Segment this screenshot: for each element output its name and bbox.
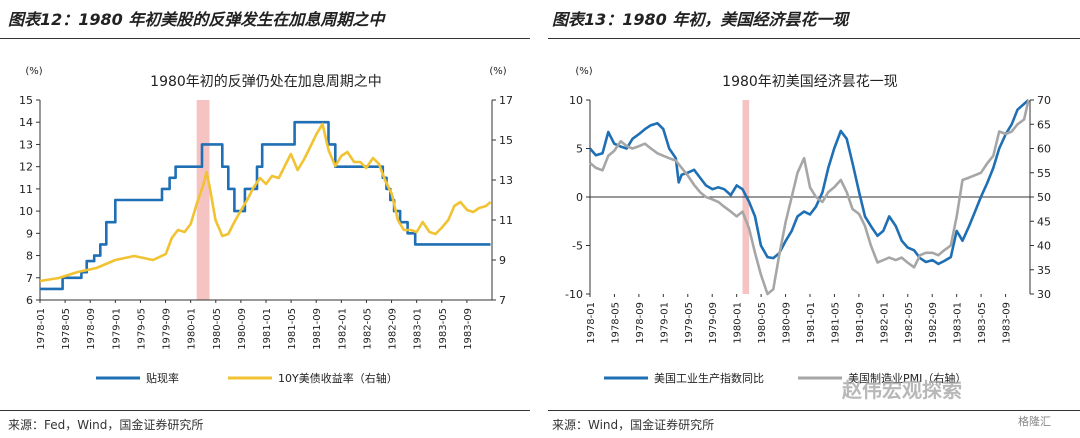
left-axis-unit: (%) xyxy=(575,66,592,77)
x-tick-label: 1979-05 xyxy=(136,308,147,350)
x-tick-label: 1983-05 xyxy=(977,302,988,344)
x-tick-label: 1978-09 xyxy=(635,302,646,344)
chart-panel-left: 1980年初的反弹仍处在加息周期之中 (%) (%) 6 7 8 9 10 11 12 13 14 15… xyxy=(0,52,530,408)
x-tick-label: 1981-09 xyxy=(312,308,323,350)
series-line-0 xyxy=(589,99,1030,266)
figure-13-heading: 图表13：1980 年初，美国经济昙花一现 xyxy=(552,10,849,29)
right-tick-label: 7 xyxy=(499,294,506,307)
x-tick-label: 1978-05 xyxy=(610,302,621,344)
left-tick-label: 12 xyxy=(19,161,33,174)
series-line-1 xyxy=(589,99,1030,296)
legend-label-0: 美国工业生产指数同比 xyxy=(654,371,764,385)
x-tick-label: 1979-01 xyxy=(111,308,122,350)
x-tick-label: 1980-05 xyxy=(757,302,768,344)
x-tick-label: 1978-01 xyxy=(36,308,47,350)
x-tick-label: 1983-01 xyxy=(413,308,424,350)
x-tick-label: 1983-09 xyxy=(1002,302,1013,344)
figure-12-source: 来源：Fed，Wind，国金证券研究所 xyxy=(8,418,204,432)
x-tick-label: 1982-05 xyxy=(362,308,373,350)
figure-12-heading-rule xyxy=(0,38,530,39)
right-tick-label: 50 xyxy=(1037,191,1051,204)
right-tick-label: 60 xyxy=(1037,143,1051,156)
figure-12-bottom-rule xyxy=(0,410,530,411)
left-tick-label: 9 xyxy=(26,227,33,240)
left-tick-label: -10 xyxy=(565,288,583,301)
left-tick-label: 7 xyxy=(26,272,33,285)
left-tick-label: 8 xyxy=(26,250,33,263)
x-tick-label: 1983-09 xyxy=(463,308,474,350)
x-tick-label: 1981-01 xyxy=(262,308,273,350)
right-axis-unit: (%) xyxy=(489,66,506,77)
x-tick-label: 1982-09 xyxy=(388,308,399,350)
figure-13-heading-rule xyxy=(548,38,1080,39)
chart-title: 1980年初美国经济昙花一现 xyxy=(722,73,898,90)
left-tick-label: 6 xyxy=(26,294,33,307)
right-tick-label: 45 xyxy=(1037,215,1051,228)
legend-label-1: 10Y美债收益率（右轴） xyxy=(278,371,398,385)
watermark-text: 赵伟宏观探索 xyxy=(842,378,962,402)
right-tick-label: 11 xyxy=(499,214,513,227)
x-tick-label: 1979-09 xyxy=(708,302,719,344)
figure-12-heading: 图表12：1980 年初美股的反弹发生在加息周期之中 xyxy=(8,10,385,29)
right-tick-label: 17 xyxy=(499,94,513,107)
right-tick-label: 65 xyxy=(1037,118,1051,131)
left-tick-label: 11 xyxy=(19,183,33,196)
right-tick-label: 15 xyxy=(499,134,513,147)
x-tick-label: 1979-01 xyxy=(659,302,670,344)
x-tick-label: 1978-05 xyxy=(61,308,72,350)
legend-label-1: 美国制造业PMI（右轴） xyxy=(848,371,966,385)
highlight-band xyxy=(196,100,210,300)
series-line-1 xyxy=(39,122,492,283)
figure-13-bottom-rule xyxy=(548,410,1080,411)
left-tick-label: 0 xyxy=(576,191,583,204)
left-tick-label: 14 xyxy=(19,116,33,129)
right-tick-label: 40 xyxy=(1037,240,1051,253)
left-tick-label: 5 xyxy=(576,143,583,156)
x-tick-label: 1980-09 xyxy=(237,308,248,350)
x-tick-label: 1983-05 xyxy=(438,308,449,350)
chart-rate-vs-yield: 1980年初的反弹仍处在加息周期之中 (%) (%) 6 7 8 9 10 11 12 13 14 15… xyxy=(19,66,513,385)
x-tick-label: 1978-01 xyxy=(586,302,597,344)
left-axis-unit: (%) xyxy=(25,66,42,77)
x-tick-label: 1981-01 xyxy=(806,302,817,344)
chart-ip-vs-pmi: 1980年初美国经济昙花一现 (%) -10 -5 0 5 10 30 35 40 45 50 55 60… xyxy=(565,66,1051,385)
x-tick-label: 1982-01 xyxy=(337,308,348,350)
right-tick-label: 30 xyxy=(1037,288,1051,301)
legend-label-0: 贴现率 xyxy=(146,371,179,385)
chart-panel-right: 1980年初美国经济昙花一现 (%) -10 -5 0 5 10 30 35 40 45 50 55 60… xyxy=(548,52,1080,408)
left-tick-label: 10 xyxy=(569,94,583,107)
left-tick-label: 15 xyxy=(19,94,33,107)
left-tick-label: 10 xyxy=(19,205,33,218)
right-tick-label: 9 xyxy=(499,254,506,267)
x-tick-label: 1980-05 xyxy=(212,308,223,350)
x-tick-label: 1982-01 xyxy=(879,302,890,344)
x-tick-label: 1980-09 xyxy=(782,302,793,344)
right-tick-label: 35 xyxy=(1037,264,1051,277)
chart-title: 1980年初的反弹仍处在加息周期之中 xyxy=(150,73,382,90)
x-tick-label: 1979-05 xyxy=(684,302,695,344)
left-tick-label: -5 xyxy=(572,240,583,253)
x-tick-label: 1981-05 xyxy=(830,302,841,344)
x-tick-label: 1978-09 xyxy=(86,308,97,350)
x-tick-label: 1980-01 xyxy=(187,308,198,350)
x-tick-label: 1982-09 xyxy=(928,302,939,344)
right-tick-label: 55 xyxy=(1037,167,1051,180)
x-tick-label: 1980-01 xyxy=(733,302,744,344)
x-tick-label: 1982-05 xyxy=(904,302,915,344)
figure-13-source: 来源：Wind，国金证券研究所 xyxy=(552,418,715,432)
x-tick-label: 1981-09 xyxy=(855,302,866,344)
left-tick-label: 13 xyxy=(19,138,33,151)
x-tick-label: 1979-09 xyxy=(162,308,173,350)
x-tick-label: 1983-01 xyxy=(953,302,964,344)
right-tick-label: 70 xyxy=(1037,94,1051,107)
watermark-logo: 格隆汇 xyxy=(1018,415,1051,428)
x-tick-label: 1981-05 xyxy=(287,308,298,350)
right-tick-label: 13 xyxy=(499,174,513,187)
